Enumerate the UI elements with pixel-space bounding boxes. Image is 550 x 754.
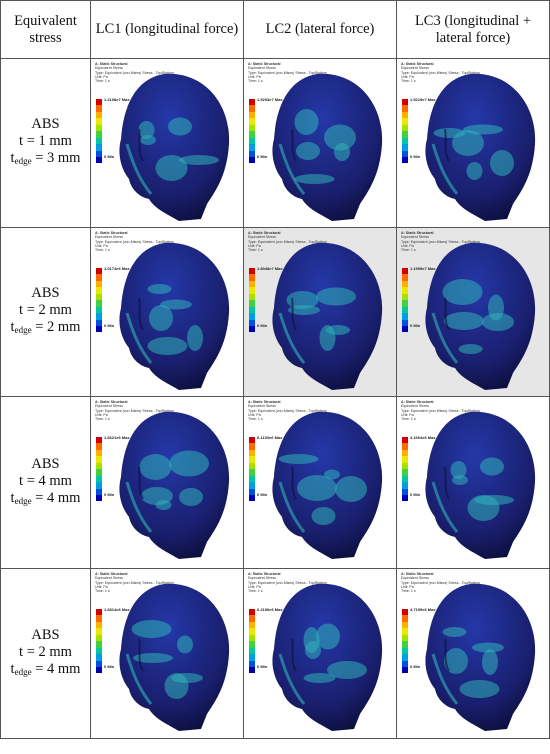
min-stress-label: 0 Min (104, 664, 115, 669)
min-stress-label: 0 Min (410, 664, 421, 669)
helmet-model-image (425, 242, 536, 390)
stress-plot-cell: A: Static Structural Equivalent Stress T… (244, 228, 396, 396)
helmet-model-image (119, 73, 230, 221)
max-stress-label: 1.1995e7 Max (410, 266, 436, 271)
plot-legend-header: A: Static Structural Equivalent Stress T… (401, 400, 480, 422)
row-label: ABS t = 2 mm tedge = 4 mm (0, 568, 91, 739)
plot-legend-header: A: Static Structural Equivalent Stress T… (248, 231, 327, 253)
max-stress-label: 1.5219e7 Max (410, 97, 436, 102)
color-scale-bar (249, 99, 255, 164)
stress-plot-cell: A: Static Structural Equivalent Stress T… (244, 569, 396, 738)
max-stress-label: 1.8048e7 Max (257, 266, 283, 271)
plot-legend-header: A: Static Structural Equivalent Stress T… (95, 62, 174, 84)
result-row: ABS t = 4 mm tedge = 4 mm A: Static Struct… (0, 396, 550, 569)
min-stress-label: 0 Min (257, 492, 268, 497)
min-stress-label: 0 Min (257, 154, 268, 159)
plot-legend-header: A: Static Structural Equivalent Stress T… (401, 62, 480, 84)
color-scale-bar (96, 268, 102, 333)
edge-thickness-label: tedge = 4 mm (10, 660, 81, 677)
result-row: ABS t = 1 mm tedge = 3 mm A: Static Struct… (0, 58, 550, 228)
helmet-model-image (119, 411, 230, 559)
stress-plot-cell: A: Static Structural Equivalent Stress T… (397, 228, 549, 396)
max-stress-label: 1.6621e6 Max (104, 435, 130, 440)
material-label: ABS (31, 116, 60, 132)
thickness-label: t = 1 mm (19, 133, 72, 149)
min-stress-label: 0 Min (104, 492, 115, 497)
helmet-model-image (272, 583, 383, 731)
helmet-model-image (119, 242, 230, 390)
plot-legend-header: A: Static Structural Equivalent Stress T… (248, 62, 327, 84)
helmet-model-image (425, 583, 536, 731)
header-row: Equivalent stress LC1 (longitudinal forc… (0, 0, 550, 59)
color-scale-bar (249, 609, 255, 674)
stress-plot-cell: A: Static Structural Equivalent Stress T… (244, 59, 396, 227)
helmet-model-image (425, 411, 536, 559)
stress-plot-cell: A: Static Structural Equivalent Stress T… (244, 397, 396, 568)
thickness-label: t = 2 mm (19, 302, 72, 318)
max-stress-label: 4.7199e6 Max (410, 607, 436, 612)
max-stress-label: 6.2196e6 Max (257, 607, 283, 612)
min-stress-label: 0 Min (410, 154, 421, 159)
thickness-label: t = 2 mm (19, 643, 72, 660)
thickness-label: t = 4 mm (19, 472, 72, 489)
min-stress-label: 0 Min (257, 323, 268, 328)
stress-plot-cell: A: Static Structural Equivalent Stress T… (397, 59, 549, 227)
plot-legend-header: A: Static Structural Equivalent Stress T… (95, 572, 174, 594)
color-scale-bar (249, 268, 255, 333)
row-label: ABS t = 2 mm tedge = 2 mm (0, 227, 91, 397)
helmet-model-image (119, 583, 230, 731)
plot-legend-header: A: Static Structural Equivalent Stress T… (248, 572, 327, 594)
helmet-model-image (272, 73, 383, 221)
max-stress-label: 6.1193e6 Max (257, 435, 283, 440)
color-scale-bar (402, 437, 408, 502)
min-stress-label: 0 Min (257, 664, 268, 669)
max-stress-label: 1.2108e7 Max (104, 97, 130, 102)
header-lc3: LC3 (longitudinal + lateral force) (396, 0, 550, 59)
stress-plot-cell: A: Static Structural Equivalent Stress T… (91, 228, 243, 396)
row-label: ABS t = 1 mm tedge = 3 mm (0, 58, 91, 228)
stress-plot-cell: A: Static Structural Equivalent Stress T… (91, 397, 243, 568)
color-scale-bar (96, 99, 102, 164)
material-label: ABS (31, 285, 60, 301)
material-label: ABS (31, 626, 60, 643)
edge-thickness-label: tedge = 2 mm (10, 319, 81, 335)
max-stress-label: 1.5293e7 Max (257, 97, 283, 102)
stress-plot-cell: A: Static Structural Equivalent Stress T… (91, 569, 243, 738)
max-stress-label: 4.1664e6 Max (410, 435, 436, 440)
stress-plot-cell: A: Static Structural Equivalent Stress T… (397, 397, 549, 568)
header-equivalent-stress: Equivalent stress (0, 0, 91, 59)
header-lc2: LC2 (lateral force) (243, 0, 397, 59)
plot-legend-header: A: Static Structural Equivalent Stress T… (401, 572, 480, 594)
min-stress-label: 0 Min (104, 323, 115, 328)
color-scale-bar (96, 609, 102, 674)
color-scale-bar (402, 609, 408, 674)
min-stress-label: 0 Min (410, 323, 421, 328)
stress-plot-cell: A: Static Structural Equivalent Stress T… (91, 59, 243, 227)
result-row: ABS t = 2 mm tedge = 4 mm A: Static Struct… (0, 568, 550, 739)
color-scale-bar (402, 268, 408, 333)
stress-plot-cell: A: Static Structural Equivalent Stress T… (397, 569, 549, 738)
max-stress-label: 1.0174e6 Max (104, 266, 130, 271)
header-lc1: LC1 (longitudinal force) (90, 0, 244, 59)
color-scale-bar (249, 437, 255, 502)
max-stress-label: 1.6814e6 Max (104, 607, 130, 612)
plot-legend-header: A: Static Structural Equivalent Stress T… (95, 231, 174, 253)
plot-legend-header: A: Static Structural Equivalent Stress T… (248, 400, 327, 422)
plot-legend-header: A: Static Structural Equivalent Stress T… (95, 400, 174, 422)
helmet-model-image (272, 242, 383, 390)
edge-thickness-label: tedge = 3 mm (10, 150, 81, 166)
row-label: ABS t = 4 mm tedge = 4 mm (0, 396, 91, 569)
material-label: ABS (31, 455, 60, 472)
min-stress-label: 0 Min (104, 154, 115, 159)
plot-legend-header: A: Static Structural Equivalent Stress T… (401, 231, 480, 253)
helmet-model-image (272, 411, 383, 559)
edge-thickness-label: tedge = 4 mm (10, 489, 81, 506)
min-stress-label: 0 Min (410, 492, 421, 497)
result-row: ABS t = 2 mm tedge = 2 mm A: Static Struct… (0, 227, 550, 397)
color-scale-bar (402, 99, 408, 164)
color-scale-bar (96, 437, 102, 502)
helmet-model-image (425, 73, 536, 221)
